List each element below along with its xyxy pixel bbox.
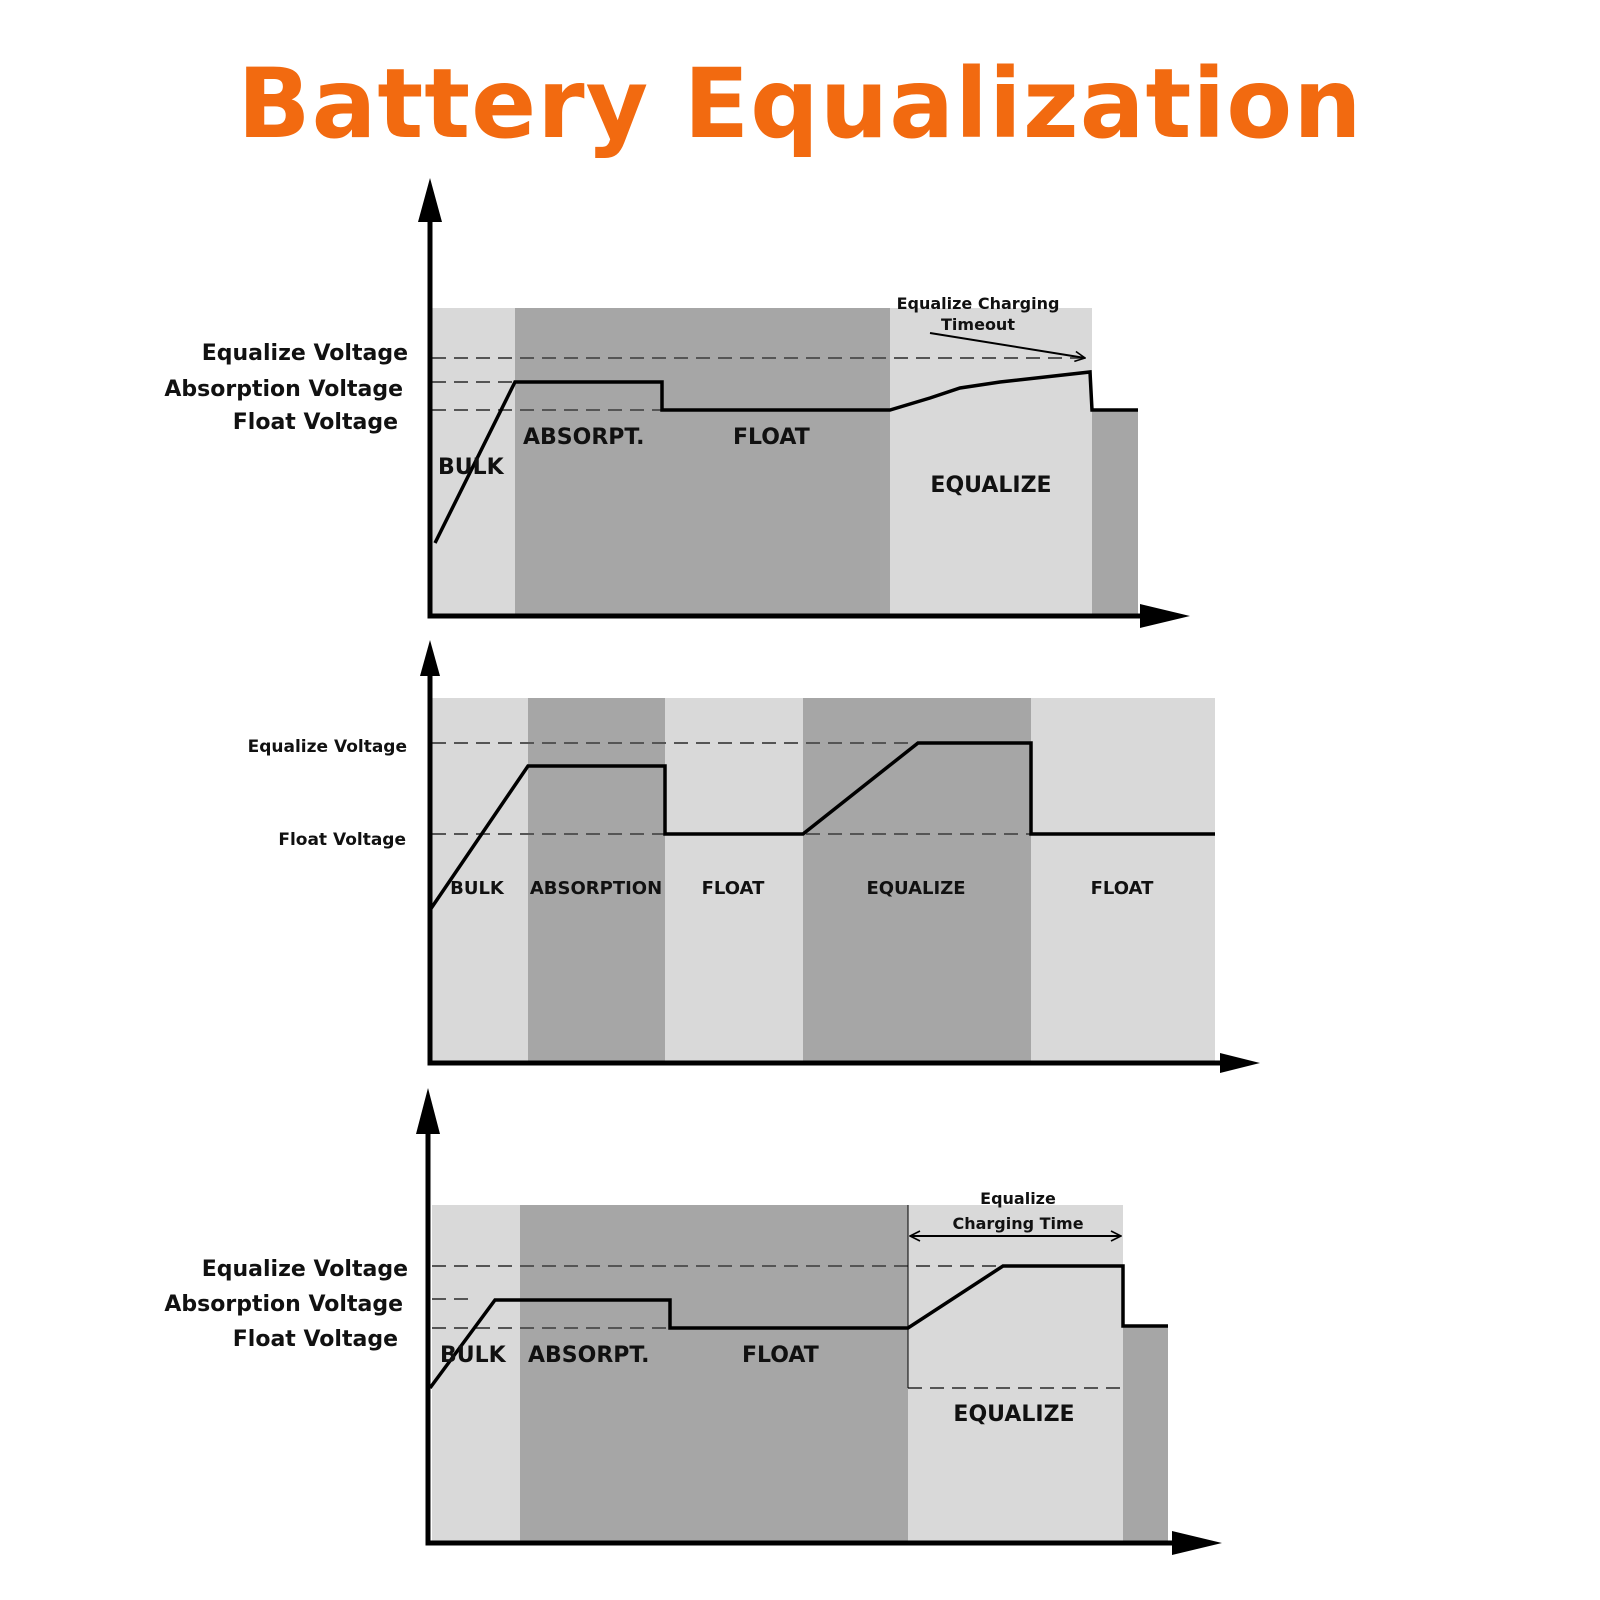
label-absorption-voltage: Absorption Voltage [164, 377, 403, 402]
x-axis-arrow-icon [1172, 1531, 1222, 1555]
region-absorption [528, 698, 665, 1062]
annotation-line-1: Equalize [980, 1189, 1056, 1208]
region-float-after [1031, 698, 1215, 1062]
y-axis-arrow-icon [416, 1088, 440, 1134]
stage-float: FLOAT [733, 425, 810, 450]
x-axis-arrow-icon [1220, 1053, 1260, 1073]
stage-bulk: BULK [438, 455, 505, 480]
region-bulk [432, 698, 528, 1062]
timeout-arrow [929, 332, 1085, 358]
label-float-voltage: Float Voltage [278, 830, 406, 850]
region-float-after [1123, 1326, 1168, 1542]
voltage-curve [428, 741, 1215, 911]
region-absorption-float [515, 308, 890, 614]
region-equalize [803, 698, 1031, 1062]
voltage-curve [428, 1264, 1168, 1390]
axes [427, 200, 1150, 619]
region-absorption-float [520, 1205, 908, 1542]
panel-1: Equalize Voltage Absorption Voltage Floa… [164, 178, 1190, 628]
region-float-after [1092, 410, 1138, 614]
axes [427, 670, 1225, 1066]
axes [425, 1120, 1180, 1546]
x-axis-arrow-icon [1140, 604, 1190, 628]
stage-absorption: ABSORPT. [528, 1343, 649, 1368]
label-equalize-voltage: Equalize Voltage [248, 737, 407, 757]
y-axis-arrow-icon [420, 640, 440, 676]
stage-bulk: BULK [450, 878, 505, 899]
region-equalize [908, 1205, 1123, 1542]
panel-3: Equalize Voltage Absorption Voltage Floa… [164, 1088, 1222, 1555]
stage-bulk: BULK [440, 1343, 507, 1368]
region-float [665, 698, 803, 1062]
stage-equalize: EQUALIZE [930, 473, 1051, 498]
annotation-line-2: Charging Time [952, 1214, 1083, 1233]
label-absorption-voltage: Absorption Voltage [164, 1292, 403, 1317]
panel-2: Equalize Voltage Float Voltage BULK ABSO… [248, 640, 1260, 1073]
stage-absorption: ABSORPT. [523, 425, 644, 450]
stage-equalize: EQUALIZE [953, 1402, 1074, 1427]
region-bulk [432, 1205, 520, 1542]
page-title: Battery Equalization [237, 48, 1363, 160]
label-equalize-voltage: Equalize Voltage [202, 341, 408, 366]
annotation-line-2: Timeout [941, 315, 1015, 334]
annotation-line-1: Equalize Charging [897, 294, 1060, 313]
label-float-voltage: Float Voltage [233, 1327, 398, 1352]
stage-float: FLOAT [702, 878, 765, 899]
label-float-voltage: Float Voltage [233, 410, 398, 435]
stage-absorption: ABSORPTION [530, 878, 662, 899]
stage-float: FLOAT [742, 1343, 819, 1368]
voltage-curve [433, 370, 1138, 544]
label-equalize-voltage: Equalize Voltage [202, 1257, 408, 1282]
stage-float-2: FLOAT [1091, 878, 1154, 899]
stage-equalize: EQUALIZE [866, 878, 965, 899]
y-axis-arrow-icon [418, 178, 442, 222]
